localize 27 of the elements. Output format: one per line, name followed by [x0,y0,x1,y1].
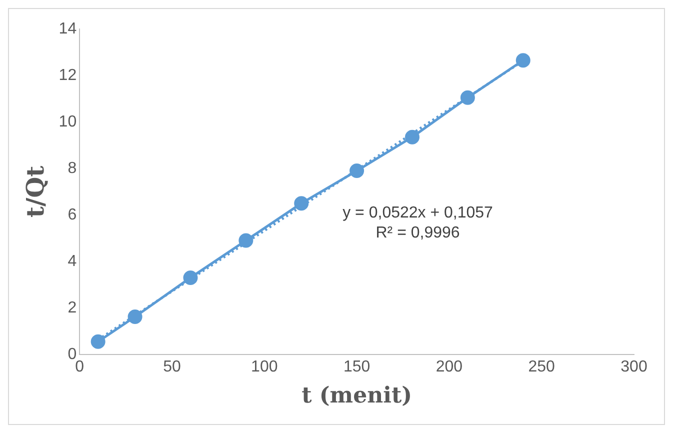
annotation: R² = 0,9996 [376,224,460,242]
y-tick-label: 0 [68,346,77,363]
x-tick-label: 200 [436,358,463,376]
point [350,164,364,178]
point [128,309,142,324]
annotation: y = 0,0522x + 0,1057 [342,204,494,222]
y-tick-label: 12 [58,66,77,84]
point [294,196,309,211]
y-tick-label: 2 [68,299,77,316]
x-tick-label: 100 [251,358,278,376]
point [183,270,198,285]
y-tick-label: 8 [68,160,77,177]
y-tick-label: 10 [58,113,77,130]
y-tick-label: 14 [58,20,77,38]
y-tick-label: 4 [68,252,77,270]
x-tick-label: 150 [343,358,370,376]
y-axis-title: t/Qt [20,166,50,218]
y-tick-label: 6 [68,206,77,224]
x-tick-label: 300 [620,358,648,376]
x-axis-title: t (menit) [302,382,412,409]
point [90,334,106,349]
x-tick-label: 250 [528,358,556,376]
point [238,233,254,248]
x-tick-label: 50 [163,358,181,376]
point [516,53,530,68]
point [404,130,420,144]
point [460,90,475,105]
